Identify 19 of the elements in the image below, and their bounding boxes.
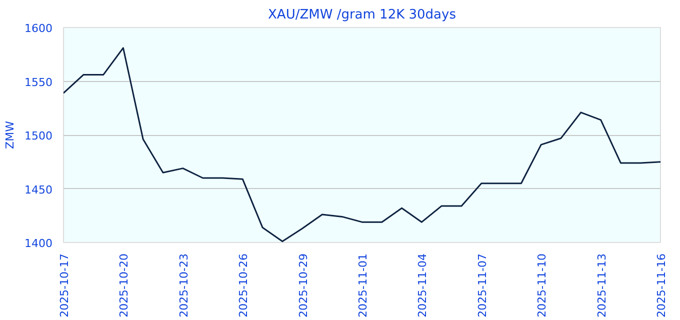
line-series [64,47,660,242]
chart-title: XAU/ZMW /gram 12K 30days [268,8,456,22]
x-tick-label: 2025-10-23 [177,253,190,318]
y-tick-label: 1600 [24,22,53,35]
x-tick-label: 2025-10-26 [237,253,250,318]
x-tick-label: 2025-11-01 [356,253,370,318]
x-tick-label: 2025-11-16 [655,253,668,318]
y-axis-title: ZMW [4,120,17,149]
y-tick-label: 1550 [24,76,53,89]
x-tick-label: 2025-11-10 [536,253,549,318]
x-tick-label: 2025-11-04 [416,253,430,318]
x-tick-label: 2025-11-07 [476,253,489,318]
x-tick-label: 2025-11-13 [595,253,608,318]
x-tick-label: 2025-10-20 [118,253,131,318]
y-tick-label: 1500 [24,130,53,142]
x-tick-label: 2025-10-17 [58,253,71,318]
x-tick-label: 2025-10-29 [296,253,310,318]
y-tick-label: 1400 [24,237,53,250]
y-tick-label: 1450 [24,183,53,196]
